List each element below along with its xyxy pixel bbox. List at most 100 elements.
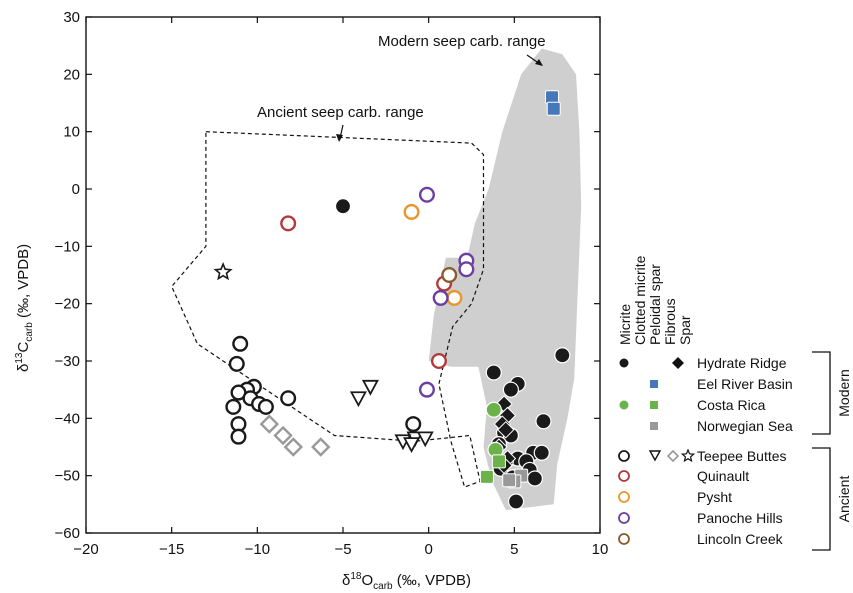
teepee-buttes-fibrous-point <box>416 431 434 448</box>
series-norwegian-sea <box>502 468 529 489</box>
y-tick-label: −20 <box>55 296 80 313</box>
legend-item-hydrate-ridge: Hydrate Ridge <box>697 355 787 371</box>
modern-range-label: Modern seep carb. range <box>378 33 546 50</box>
series-panoche-hills <box>418 186 475 398</box>
legend-pysht-micrite <box>618 491 630 503</box>
norwegian-sea-peloidal-point <box>502 473 517 488</box>
y-tick-label: 20 <box>63 66 80 83</box>
legend: Micrite Clotted micrite Peloidal spar Fi… <box>617 255 852 551</box>
series-teepee-buttes <box>213 261 434 457</box>
teepee-buttes-micrite-point <box>405 416 422 433</box>
teepee-buttes-spar-point <box>311 437 331 457</box>
series-costa-rica <box>479 401 506 484</box>
ylabel-sub: carb <box>24 322 35 342</box>
ancient-range-arrowhead <box>336 134 343 142</box>
x-tick-label: 5 <box>510 541 518 558</box>
legend-group-ancient: Ancient <box>836 476 852 523</box>
x-tick-label: 0 <box>424 541 432 558</box>
series-eel-river-basin <box>545 90 561 116</box>
xlabel-prefix: δ <box>342 572 350 589</box>
panoche-hills-micrite-point <box>432 289 449 306</box>
y-tick-label: −30 <box>55 353 80 370</box>
ylabel-suffix: (‰, VPDB) <box>15 244 32 322</box>
x-tick-label: −10 <box>245 541 270 558</box>
x-tick-label: −20 <box>73 541 98 558</box>
modern-group-bracket <box>812 351 831 435</box>
svg-text:δ18Ocarb (‰, VPDB): δ18Ocarb (‰, VPDB) <box>342 571 471 592</box>
teepee-buttes-spar-point <box>283 437 304 457</box>
y-tick-label: −10 <box>55 238 80 255</box>
y-tick-label: 30 <box>63 9 80 26</box>
hydrate-ridge-micrite-point <box>502 381 520 398</box>
costa-rica-micrite-point <box>485 401 502 418</box>
legend-item-lincoln-creek: Lincoln Creek <box>697 531 784 547</box>
ancient-group-bracket <box>812 447 831 551</box>
xlabel-main: O <box>361 572 373 589</box>
legend-markers <box>618 357 696 545</box>
xlabel-sup: 18 <box>350 571 362 582</box>
legend-header-clotted-micrite: Clotted micrite <box>632 255 648 345</box>
ylabel-sup: 13 <box>14 352 25 364</box>
x-axis-label: δ18Ocarb (‰, VPDB) <box>342 571 471 592</box>
hydrate-ridge-micrite-point <box>526 470 543 487</box>
xlabel-suffix: (‰, VPDB) <box>393 572 471 589</box>
hydrate-ridge-spar-point <box>497 421 515 439</box>
series-lincoln-creek <box>441 267 458 284</box>
quinault-micrite-point <box>430 353 447 370</box>
teepee-buttes-fibrous-point <box>403 437 421 454</box>
teepee-buttes-micrite-point <box>257 398 274 415</box>
y-tick-label: −40 <box>55 410 80 427</box>
data-points <box>213 90 571 510</box>
x-tick-label: −5 <box>334 541 351 558</box>
y-tick-label: −50 <box>55 468 80 485</box>
x-tick-label: −15 <box>159 541 184 558</box>
teepee-buttes-spar-point <box>259 414 280 434</box>
hydrate-ridge-micrite-point <box>533 444 550 461</box>
ancient-range-label: Ancient seep carb. range <box>257 104 424 121</box>
y-tick-label: 0 <box>72 181 80 198</box>
y-tick-label: −60 <box>55 525 80 542</box>
teepee-buttes-fibrous-point <box>349 391 367 408</box>
teepee-buttes-spar-point <box>273 425 293 446</box>
quinault-micrite-point <box>280 215 297 232</box>
legend-item-quinault: Quinault <box>697 468 749 484</box>
y-axis-label: δ13Ccarb (‰, VPDB) <box>14 244 35 372</box>
teepee-buttes-micrite-point <box>225 398 242 415</box>
lincoln-creek-micrite-point <box>441 267 458 284</box>
legend-quinault-micrite <box>618 470 630 482</box>
legend-group-modern: Modern <box>836 369 852 416</box>
legend-panoche-hills-micrite <box>618 512 630 524</box>
hydrate-ridge-micrite-point <box>554 347 571 364</box>
teepee-buttes-micrite-point <box>280 390 297 407</box>
y-tick-label: 10 <box>63 124 80 141</box>
modern-range-arrowhead <box>535 59 543 66</box>
x-tick-label: 10 <box>592 541 609 558</box>
legend-teepee-fibrous <box>648 450 662 462</box>
teepee-buttes-fibrous-point <box>361 379 379 396</box>
panoche-hills-micrite-point <box>418 186 435 203</box>
legend-item-eel-river-basin: Eel River Basin <box>697 376 793 392</box>
legend-item-teepee-buttes: Teepee Buttes <box>697 448 787 464</box>
svg-text:δ13Ccarb (‰, VPDB): δ13Ccarb (‰, VPDB) <box>14 244 35 372</box>
hydrate-ridge-micrite-point <box>485 364 502 381</box>
ylabel-prefix: δ <box>15 364 32 372</box>
ylabel-main: C <box>15 342 32 353</box>
legend-item-panoche-hills: Panoche Hills <box>697 510 783 526</box>
eel-river-basin-peloidal-point <box>546 101 561 116</box>
legend-item-norwegian-sea: Norwegian Sea <box>697 418 793 434</box>
legend-teepee-star <box>680 448 696 463</box>
panoche-hills-micrite-point <box>458 261 475 278</box>
legend-costa-rica-peloidal <box>650 401 658 409</box>
legend-teepee-spar <box>666 449 680 463</box>
seep-ranges <box>170 48 582 511</box>
legend-norwegian-sea-peloidal <box>650 422 658 430</box>
legend-lincoln-creek-micrite <box>618 533 630 545</box>
series-quinault <box>280 215 453 370</box>
legend-header-spar: Spar <box>677 315 693 345</box>
legend-item-costa-rica: Costa Rica <box>697 397 766 413</box>
legend-teepee-micrite <box>618 450 630 462</box>
legend-eel-river-peloidal <box>650 380 658 388</box>
legend-hydrate-ridge-micrite <box>619 358 629 368</box>
